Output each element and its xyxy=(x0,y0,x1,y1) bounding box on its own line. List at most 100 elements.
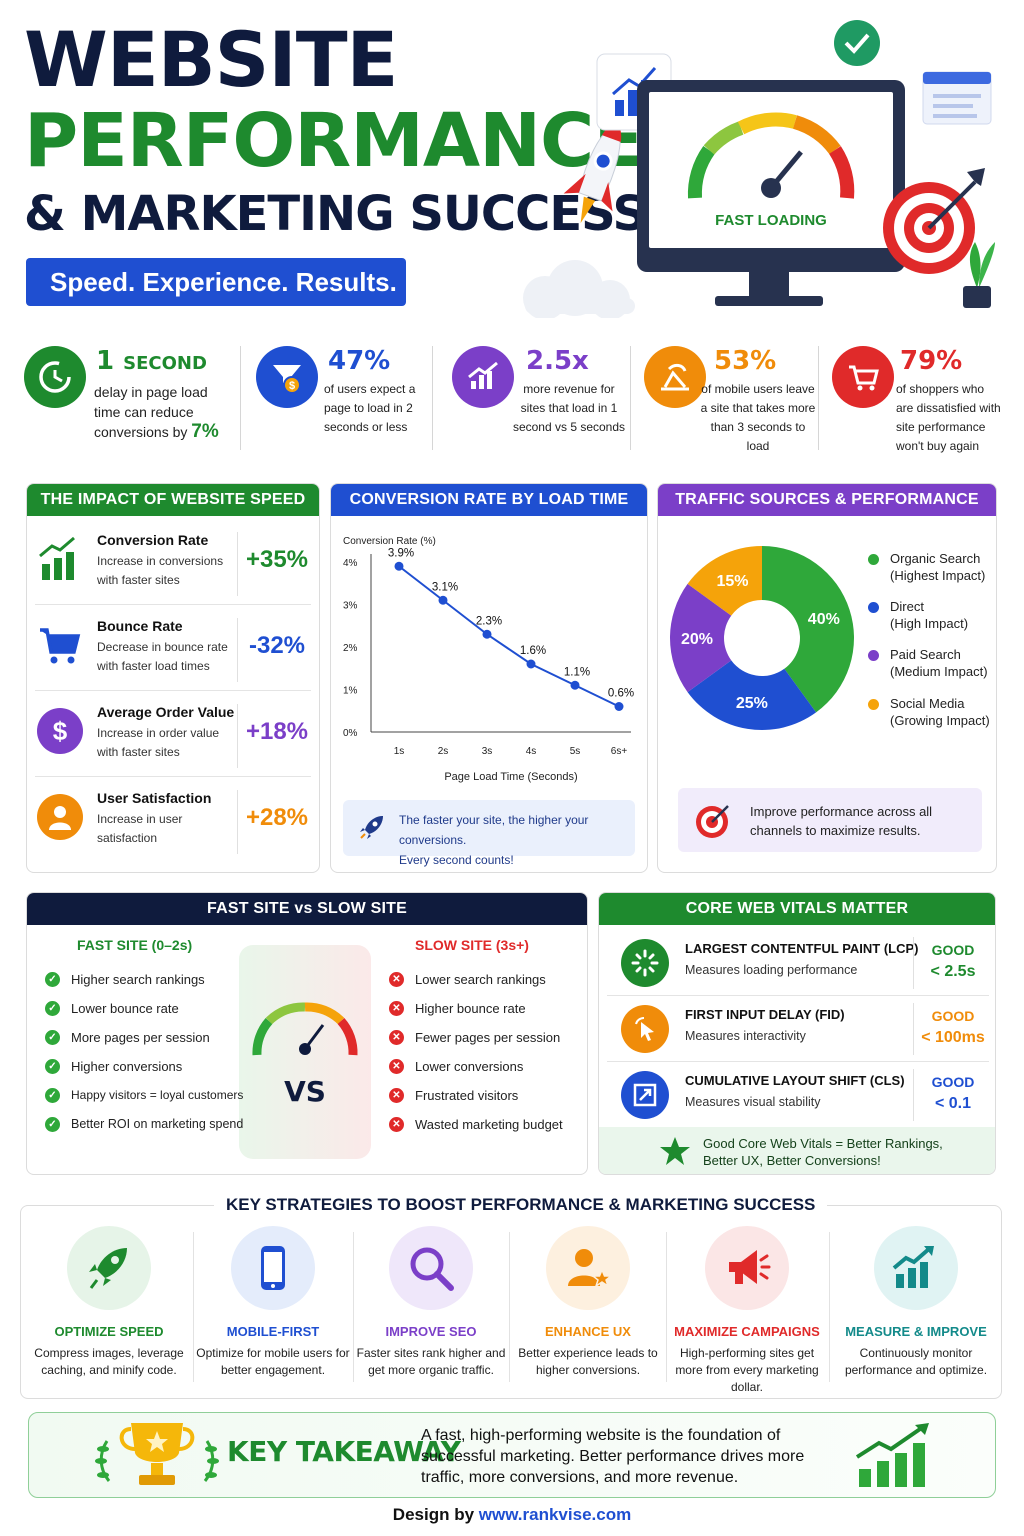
cwv-good: GOOD xyxy=(931,942,975,958)
slow-item: ✕ Lower conversions xyxy=(389,1056,523,1076)
cwv-desc: Measures loading performance xyxy=(685,963,858,977)
data-point xyxy=(526,659,536,669)
loading-icon xyxy=(621,939,669,987)
strategy-item: MOBILE-FIRST Optimize for mobile users f… xyxy=(193,1226,353,1379)
impact-row: Bounce Rate Decrease in bounce rate with… xyxy=(27,608,319,692)
title-line-1: WEBSITE xyxy=(24,15,398,104)
cwv-good: GOOD xyxy=(931,1008,975,1024)
stat-2-5x: 2.5x more revenue for sites that load in… xyxy=(452,342,628,462)
dollar-icon: $ xyxy=(37,708,83,754)
vs-label: VS xyxy=(284,1075,326,1108)
cwv-desc: Measures visual stability xyxy=(685,1095,821,1109)
footer-link[interactable]: www.rankvise.com xyxy=(478,1505,632,1524)
y-tick-label: 1% xyxy=(343,686,358,697)
impact-row: Conversion Rate Increase in conversions … xyxy=(27,522,319,606)
strategy-title: ENHANCE UX xyxy=(545,1324,631,1339)
x-tick-label: 3s xyxy=(482,746,493,757)
impact-heading: THE IMPACT OF WEBSITE SPEED xyxy=(27,484,319,516)
traffic-heading: TRAFFIC SOURCES & PERFORMANCE xyxy=(658,484,996,516)
impact-value: +35% xyxy=(245,546,309,573)
takeaway-line1: A fast, high-performing website is the f… xyxy=(421,1427,781,1444)
footer-credit: Design by www.rankvise.com xyxy=(0,1505,1024,1525)
hero-illustration: FAST LOADING xyxy=(523,20,995,318)
cwv-item: FIRST INPUT DELAY (FID) Measures interac… xyxy=(599,995,995,1061)
x-tick-label: 1s xyxy=(394,746,405,757)
stat-text: more revenue for sites that load in 1 se… xyxy=(512,382,626,434)
cwv-item: LARGEST CONTENTFUL PAINT (LCP) Measures … xyxy=(599,929,995,995)
x-tick-label: 2s xyxy=(438,746,449,757)
impact-value: +18% xyxy=(245,718,309,745)
strategy-desc: Continuously monitor performance and opt… xyxy=(844,1346,988,1377)
strategy-desc: Compress images, leverage caching, and m… xyxy=(34,1346,184,1377)
rocket-icon xyxy=(563,120,622,224)
traffic-card: TRAFFIC SOURCES & PERFORMANCE 40% 25% 20% 1… xyxy=(657,483,997,873)
legend-sub: (Growing Impact) xyxy=(890,713,990,728)
conversion-note: The faster your site, the higher your co… xyxy=(343,800,635,867)
traffic-donut-chart: 40% 25% 20% 15% xyxy=(670,546,854,730)
x-tick-label: 5s xyxy=(570,746,581,757)
data-label: 0.6% xyxy=(608,688,634,700)
fast-item: ✓ Higher conversions xyxy=(45,1056,182,1076)
cwv-footer: Good Core Web Vitals = Better Rankings, … xyxy=(599,1127,995,1174)
data-label: 1.1% xyxy=(564,666,590,678)
data-point xyxy=(570,680,580,690)
conversion-card: CONVERSION RATE BY LOAD TIME Conversion … xyxy=(330,483,648,873)
user-star-icon xyxy=(546,1226,630,1310)
fast-slow-card: FAST SITE vs SLOW SITE FAST SITE (0–2s) … xyxy=(26,892,588,1175)
growth-chart-icon xyxy=(452,346,514,408)
stat-big-value: 47% xyxy=(328,346,391,376)
cwv-title: FIRST INPUT DELAY (FID) xyxy=(685,1007,845,1022)
impact-row: User Satisfaction Increase in user satis… xyxy=(27,780,319,864)
trophy-icon xyxy=(95,1423,219,1485)
impact-title: User Satisfaction xyxy=(97,790,212,806)
pie-slice xyxy=(687,660,817,730)
stat-47: $ 47% of users expect a page to load in … xyxy=(256,342,426,462)
x-tick-label: 6s+ xyxy=(611,746,628,757)
vs-panel: VS xyxy=(239,945,371,1159)
y-tick-label: 0% xyxy=(343,728,358,739)
stat-big-value: 53% xyxy=(714,346,777,376)
slow-item: ✕ Higher bounce rate xyxy=(389,998,526,1018)
monitor-label: FAST LOADING xyxy=(715,212,827,229)
conversion-note-line2: Every second counts! xyxy=(399,853,514,867)
slice-label: 15% xyxy=(716,573,748,590)
smartphone-icon xyxy=(231,1226,315,1310)
user-icon xyxy=(37,794,83,840)
strategy-desc: Better experience leads to higher conver… xyxy=(518,1346,658,1377)
tagline-banner: Speed. Experience. Results. xyxy=(26,258,406,306)
impact-card: THE IMPACT OF WEBSITE SPEED Conversion R… xyxy=(26,483,320,873)
data-label: 3.1% xyxy=(432,581,458,593)
fast-item: ✓ Better ROI on marketing spend xyxy=(45,1114,243,1134)
cart-icon xyxy=(37,622,83,668)
speedometer-icon xyxy=(687,112,855,199)
legend-sub: (Medium Impact) xyxy=(890,664,988,679)
stat-highlight: 7% xyxy=(191,421,219,442)
megaphone-icon xyxy=(705,1226,789,1310)
data-label: 3.9% xyxy=(388,547,414,559)
strategy-title: OPTIMIZE SPEED xyxy=(54,1324,164,1339)
strategy-item: IMPROVE SEO Faster sites rank higher and… xyxy=(351,1226,511,1379)
y-tick-label: 3% xyxy=(343,601,358,612)
cloud-icon xyxy=(523,260,635,318)
strategy-title: IMPROVE SEO xyxy=(385,1324,477,1339)
fast-slow-heading: FAST SITE vs SLOW SITE xyxy=(27,893,587,925)
magnifier-icon xyxy=(389,1226,473,1310)
impact-value: +28% xyxy=(245,804,309,831)
strategies-heading: KEY STRATEGIES TO BOOST PERFORMANCE & MA… xyxy=(214,1195,828,1215)
y-tick-label: 4% xyxy=(343,558,358,569)
impact-title: Bounce Rate xyxy=(97,618,183,634)
stat-big-value: 2.5x xyxy=(526,346,589,376)
cwv-value: < 2.5s xyxy=(930,963,976,980)
strategy-desc: Faster sites rank higher and get more or… xyxy=(356,1346,506,1377)
star-icon xyxy=(660,1137,690,1165)
cwv-desc: Measures interactivity xyxy=(685,1029,806,1043)
cwv-footer-line2: Better UX, Better Conversions! xyxy=(703,1153,881,1168)
strategy-item: MEASURE & IMPROVE Continuously monitor p… xyxy=(836,1226,996,1379)
cwv-item: CUMULATIVE LAYOUT SHIFT (CLS) Measures v… xyxy=(599,1061,995,1127)
slow-item: ✕ Frustrated visitors xyxy=(389,1085,518,1105)
rocket-icon xyxy=(67,1226,151,1310)
impact-title: Average Order Value xyxy=(97,704,235,720)
fast-item: ✓ More pages per session xyxy=(45,1027,210,1047)
data-point xyxy=(394,561,404,571)
conversion-heading: CONVERSION RATE BY LOAD TIME xyxy=(331,484,647,516)
